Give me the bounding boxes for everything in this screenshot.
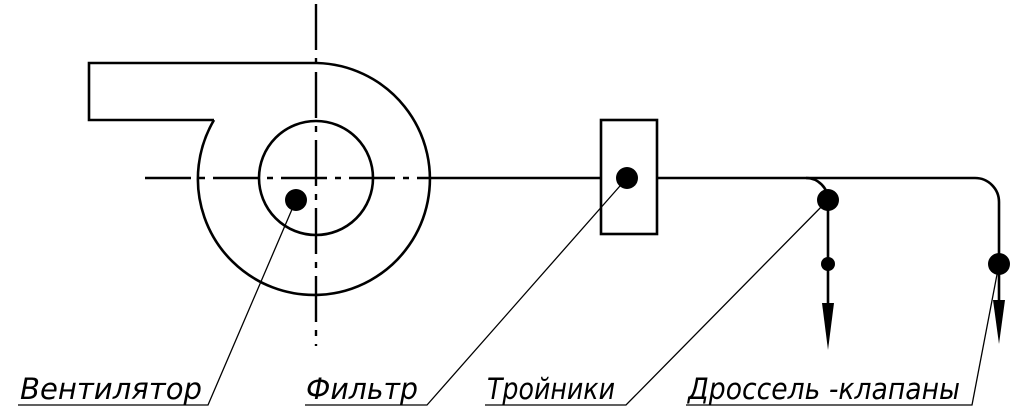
fan-casing — [87, 61, 432, 297]
branch-1-arrow — [822, 303, 834, 350]
label-dampers: Дроссель -клапаны — [686, 372, 960, 406]
label-filter: Фильтр — [306, 372, 418, 406]
damper-1-marker-dot — [821, 257, 835, 271]
label-tees: Тройники — [487, 372, 615, 406]
end-elbow-branch-2 — [974, 176, 1001, 310]
fan-leader-line — [18, 199, 297, 406]
leader-lines — [18, 177, 1000, 406]
tees-leader-line — [485, 199, 829, 406]
label-fan: Вентилятор — [20, 372, 202, 406]
branch-2-arrow — [993, 300, 1005, 344]
dampers-leader-line — [686, 263, 1000, 406]
filter-leader-line — [305, 177, 628, 406]
